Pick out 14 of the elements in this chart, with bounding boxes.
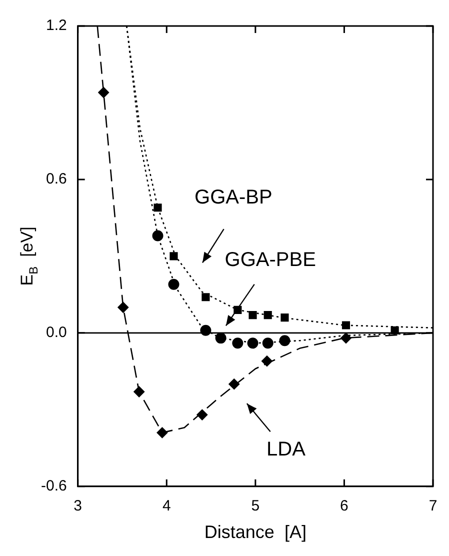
y-axis-title: EB [eV] bbox=[18, 226, 40, 286]
x-axis-title: Distance [A] bbox=[204, 522, 306, 542]
x-tick-label: 7 bbox=[428, 498, 438, 515]
annotation: LDA bbox=[266, 438, 306, 461]
y-tick-label: 0.6 bbox=[46, 170, 67, 188]
x-tick-label: 3 bbox=[74, 498, 82, 515]
x-tick-label: 4 bbox=[162, 498, 171, 515]
x-tick-label: 5 bbox=[251, 498, 260, 515]
y-tick-label: 0.0 bbox=[46, 324, 67, 342]
y-tick-label: 1.2 bbox=[46, 17, 67, 34]
annotation: GGA-BP bbox=[194, 186, 272, 209]
y-tick-label: -0.6 bbox=[40, 478, 67, 495]
x-tick-label: 6 bbox=[340, 498, 348, 515]
annotation: GGA-PBE bbox=[224, 248, 316, 271]
